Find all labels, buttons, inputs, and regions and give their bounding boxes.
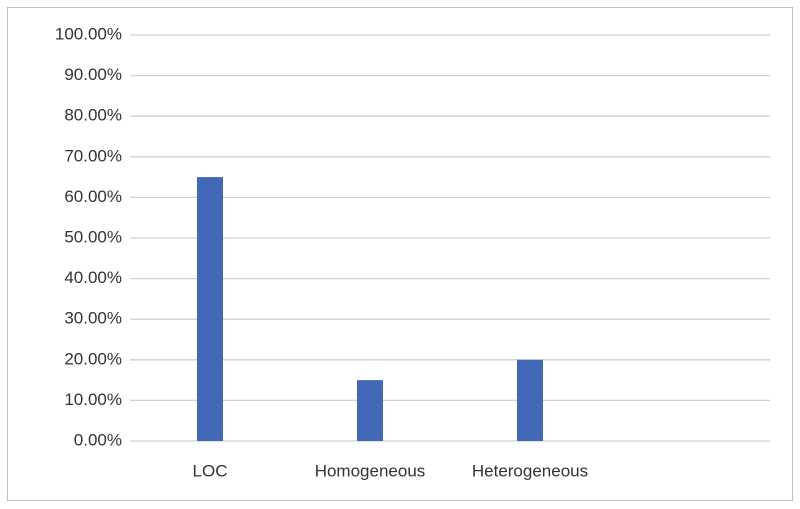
y-tick-label: 10.00% (64, 390, 122, 409)
x-tick-label: Heterogeneous (472, 461, 588, 480)
y-tick-label: 50.00% (64, 227, 122, 246)
y-tick-label: 20.00% (64, 349, 122, 368)
y-tick-label: 80.00% (64, 106, 122, 125)
chart-frame (7, 7, 793, 501)
bar (357, 380, 383, 441)
y-tick-label: 90.00% (64, 65, 122, 84)
y-tick-label: 0.00% (74, 430, 122, 449)
bar (517, 359, 543, 441)
y-tick-label: 70.00% (64, 146, 122, 165)
y-tick-label: 30.00% (64, 309, 122, 328)
y-tick-label: 40.00% (64, 268, 122, 287)
bar (197, 177, 223, 441)
x-tick-label: Homogeneous (315, 461, 426, 480)
y-tick-label: 100.00% (55, 24, 122, 43)
x-tick-label: LOC (193, 461, 228, 480)
y-tick-label: 60.00% (64, 187, 122, 206)
